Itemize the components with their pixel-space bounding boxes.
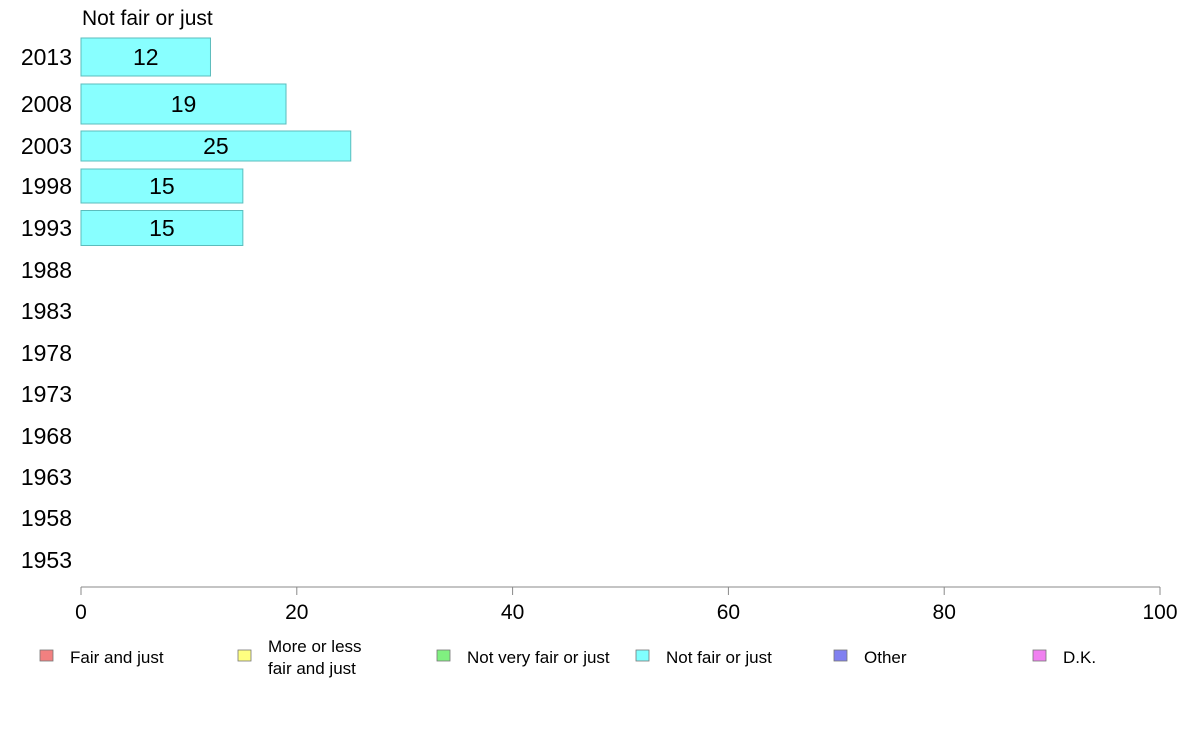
- legend-label: Fair and just: [70, 648, 164, 667]
- y-tick-label: 2013: [21, 44, 72, 70]
- bar-data-label: 15: [149, 173, 175, 199]
- y-tick-label: 1973: [21, 381, 72, 407]
- chart-title: Not fair or just: [82, 7, 213, 30]
- bar: [80, 210, 244, 246]
- x-tick-label: 20: [285, 601, 308, 624]
- y-tick-label: 1988: [21, 257, 72, 283]
- bar: [80, 130, 352, 162]
- bar-data-label: 15: [149, 215, 175, 241]
- legend-swatch: [1032, 649, 1047, 662]
- y-tick-label: 2008: [21, 91, 72, 117]
- legend-swatch: [436, 649, 451, 662]
- x-tick-label: 80: [933, 601, 956, 624]
- y-tick-label: 1968: [21, 423, 72, 449]
- legend: Fair and just More or less fair and just No…: [39, 637, 1096, 678]
- bar-data-label: 25: [203, 133, 229, 159]
- bar: [80, 37, 211, 77]
- y-tick-label: 1963: [21, 464, 72, 490]
- legend-swatch: [833, 649, 848, 662]
- legend-swatch: [39, 649, 54, 662]
- legend-label: Other: [864, 648, 907, 667]
- bars: [80, 37, 352, 246]
- legend-label: D.K.: [1063, 648, 1096, 667]
- y-axis-labels: 2013 2008 2003 1998 1993 1988 1983 1978 1973 1968…: [21, 44, 72, 573]
- bar-data-label: 19: [171, 91, 197, 117]
- legend-label: Not fair or just: [666, 648, 772, 667]
- y-tick-label: 1978: [21, 340, 72, 366]
- y-tick-label: 1958: [21, 505, 72, 531]
- x-tick-label: 100: [1142, 601, 1177, 624]
- bar-data-label: 12: [133, 44, 159, 70]
- x-tick-label: 60: [717, 601, 740, 624]
- y-tick-label: 1983: [21, 298, 72, 324]
- bar: [80, 168, 244, 204]
- legend-swatch: [635, 649, 650, 662]
- y-tick-label: 2003: [21, 133, 72, 159]
- legend-label: Not very fair or just: [467, 648, 610, 667]
- x-axis: 0 20 40 60 80 100: [75, 586, 1178, 624]
- x-tick-label: 0: [75, 601, 87, 624]
- y-tick-label: 1993: [21, 215, 72, 241]
- x-tick-label: 40: [501, 601, 524, 624]
- legend-swatch: [237, 649, 252, 662]
- y-tick-label: 1998: [21, 173, 72, 199]
- legend-label: More or less fair and just: [268, 637, 362, 678]
- bar: [80, 83, 287, 125]
- y-tick-label: 1953: [21, 547, 72, 573]
